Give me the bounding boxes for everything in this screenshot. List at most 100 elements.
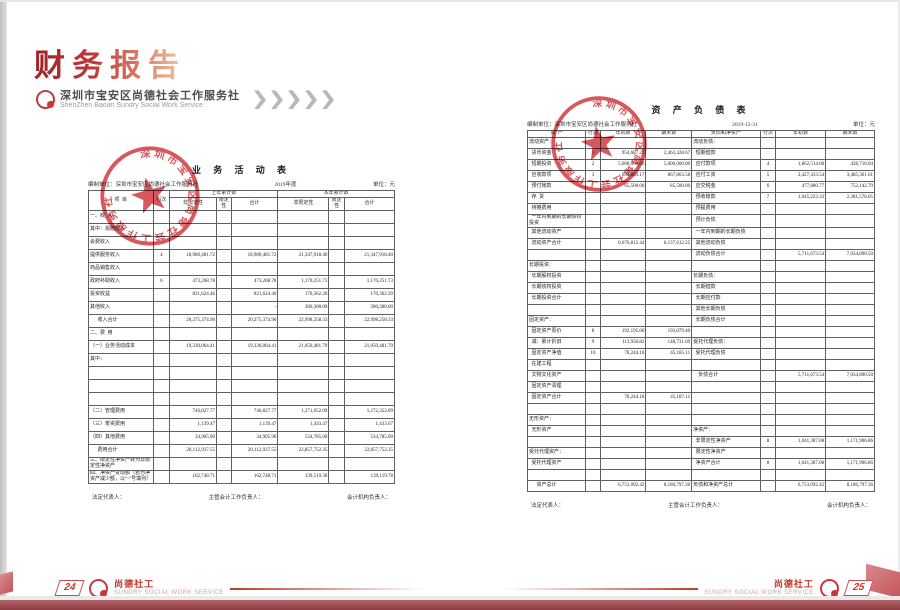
table-cell: 1,433.67 [343,418,396,432]
table-cell [645,370,693,382]
table-cell [328,210,345,224]
table-cell [585,403,601,415]
table-row: 其他流动资产 一年内到期的长期负债 [526,227,875,239]
table-cell: 22,998,258.33 [343,314,396,328]
table-row [88,366,396,380]
table-cell [645,203,693,215]
table-row: 固定资产清理 [526,381,875,393]
table-cell [759,214,777,228]
table-cell [526,304,587,316]
table-cell: 在建工程 [526,359,587,371]
table-cell [775,304,827,316]
table-cell [152,444,171,458]
table-cell [215,223,232,237]
table-row: 其中：捐赠收入 [88,223,396,237]
table-cell: 无形资产： [526,414,587,426]
table-cell: 减：累计折旧 [526,337,587,349]
table-cell [152,353,171,367]
table-cell [825,337,875,349]
table-cell [343,457,396,471]
column-header: 合计 [230,197,279,211]
table-cell [645,359,693,371]
table-cell: 1,045,223.33 [775,192,827,204]
table-cell [230,223,279,237]
brand-logo-icon [819,578,839,598]
table-cell: 受托代理资产： [526,447,587,459]
table-cell: 20,275,374.96 [230,314,279,328]
table-cell [277,366,330,380]
table-cell [645,436,693,448]
table-row: 投资收益 821,624.46 821,624.46 170,362.20 170,36… [88,288,396,302]
table-cell [277,210,330,224]
table-cell: 无形资产 [526,425,587,437]
page-title: 财务报告 [34,40,186,85]
table-cell [230,392,279,406]
table-cell [277,327,330,341]
table-cell [585,480,601,492]
table-cell [230,210,279,224]
table-cell [328,223,345,237]
table-cell [215,392,232,406]
table-cell [277,392,330,406]
table-cell: 45,185.11 [645,348,693,360]
table-cell: 193,079.40 [645,326,693,338]
table-cell [645,458,693,470]
table-cell [825,227,875,239]
table-cell [645,403,693,415]
table-cell: 34,905.90 [230,431,279,445]
table-row: 无形资产 净资产： [526,425,875,437]
chevron-right-icon [305,90,317,110]
table-cell [215,210,232,224]
column-header: 行次 [759,130,777,138]
table-cell [343,236,396,250]
table-row: 短期投资 2 5,000,000.00 5,000,000.00 应付款项 4 1,862… [526,159,875,171]
table-cell [825,381,875,393]
table-cell [759,359,777,371]
table-cell [759,480,777,492]
table-cell [759,348,777,360]
table-cell [599,214,647,228]
table-cell [152,314,171,328]
signature-label: 主管会计工作负责人： [208,495,264,501]
table-row: 长期投资： [526,260,875,272]
table-cell: 1,171,906.86 [825,458,875,470]
brand-name-en: SUNDRY SOCIAL WORK SERVICE [704,589,814,596]
signature-label: 法定代表人： [92,495,126,501]
table-cell: 22,857,752.35 [343,444,396,458]
table-cell [215,470,232,484]
table-row: 长期债权投资 长期借款 [526,282,875,294]
table-row [88,392,396,406]
table-cell [759,227,777,239]
table-row: 政府补助收入 6 473,268.78 473,268.78 1,170,251.73 1… [88,275,396,289]
table-cell [585,203,601,215]
table-cell [328,457,345,471]
table-cell: 746,827.77 [169,405,217,419]
table-cell: 负债和净资产总计 [691,480,761,492]
balance-table: 资 产 行次 年初数 期末数 负债和净资产 行次 年初数 期末数 流动资产： 流动… [526,130,875,492]
table-cell: 6 [152,275,171,289]
table-cell [328,379,345,393]
table-cell [230,353,279,367]
table-cell [775,326,827,338]
table-row [88,379,396,393]
table-cell: 18,980,481.72 [230,249,279,263]
table-cell [328,431,345,445]
table-cell: 应交税金 [691,181,761,193]
table-row: （二）管理费用 746,827.77 746,827.77 1,271,052.09 1… [88,405,396,419]
chevron-right-icon [271,90,283,110]
table-cell [328,262,345,276]
unit-label: 单位：元 [852,122,875,128]
table-cell [169,457,217,471]
table-cell [585,436,601,448]
table-cell: 预提费用 [691,203,761,215]
table-cell [691,469,761,481]
table-cell [759,447,777,459]
table-cell: 534,785.00 [343,431,396,445]
table-cell: 4 [759,159,777,171]
signature-label: 会计机构负责人： [346,495,391,501]
table-cell [825,447,875,459]
table-cell [215,288,232,302]
table-cell [328,470,345,484]
balance-sheet-title: 资 产 负 债 表 [651,105,751,115]
table-row: 受托代理资产： 限定性净资产 [526,447,875,459]
